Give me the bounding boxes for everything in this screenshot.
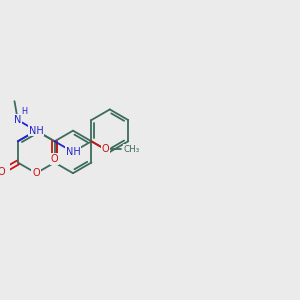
Text: NH: NH	[29, 126, 44, 136]
Text: O: O	[101, 144, 109, 154]
Text: H: H	[22, 107, 28, 116]
Text: O: O	[32, 168, 40, 178]
Text: N: N	[14, 115, 22, 125]
Text: NH: NH	[66, 147, 80, 157]
Text: CH₃: CH₃	[123, 145, 139, 154]
Text: O: O	[51, 154, 58, 164]
Text: O: O	[0, 167, 5, 177]
